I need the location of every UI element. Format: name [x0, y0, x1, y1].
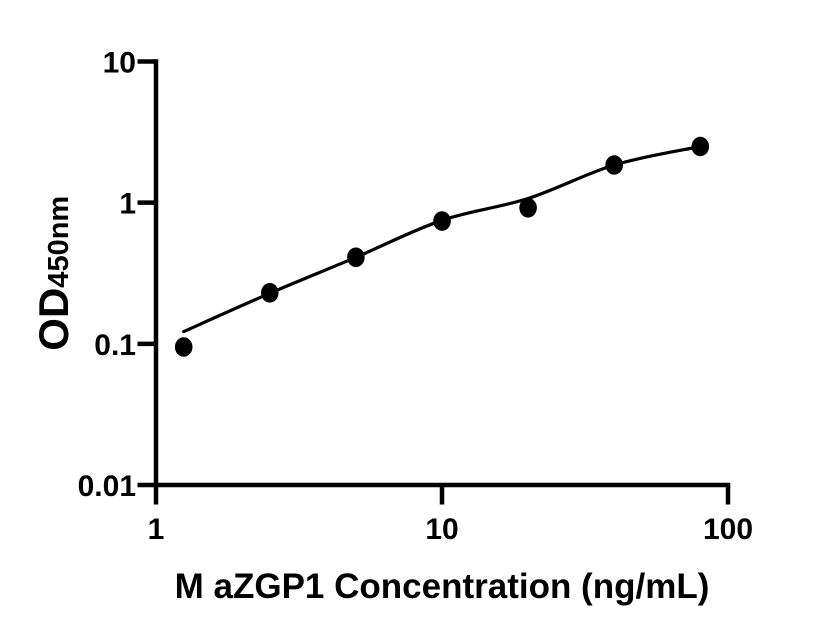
data-points-group — [174, 136, 710, 357]
y-tick-label: 0.01 — [78, 470, 136, 503]
y-axis-title: OD450nm — [30, 196, 77, 351]
data-point — [174, 337, 193, 357]
x-tick-label: 10 — [425, 513, 458, 546]
data-point — [605, 155, 623, 175]
x-axis-title: M aZGP1 Concentration (ng/mL) — [175, 567, 710, 606]
data-point — [519, 198, 537, 218]
data-point — [261, 283, 279, 303]
fitted-curve-line — [182, 144, 702, 334]
data-point — [433, 211, 451, 231]
x-tick-label: 100 — [703, 513, 753, 546]
y-tick-label: 1 — [119, 188, 136, 221]
y-axis-title-subscript: 450nm — [43, 196, 75, 288]
x-tick-label: 1 — [148, 513, 165, 546]
y-axis-ticks: 10 1 0.1 0.01 — [78, 47, 156, 503]
y-tick-label: 0.1 — [94, 329, 136, 362]
y-tick-label: 10 — [103, 47, 136, 80]
data-point — [691, 136, 710, 157]
y-axis-title-main: OD — [30, 288, 77, 351]
axes — [153, 59, 731, 488]
data-point — [347, 247, 365, 268]
x-axis-ticks: 1 10 100 — [148, 485, 753, 546]
